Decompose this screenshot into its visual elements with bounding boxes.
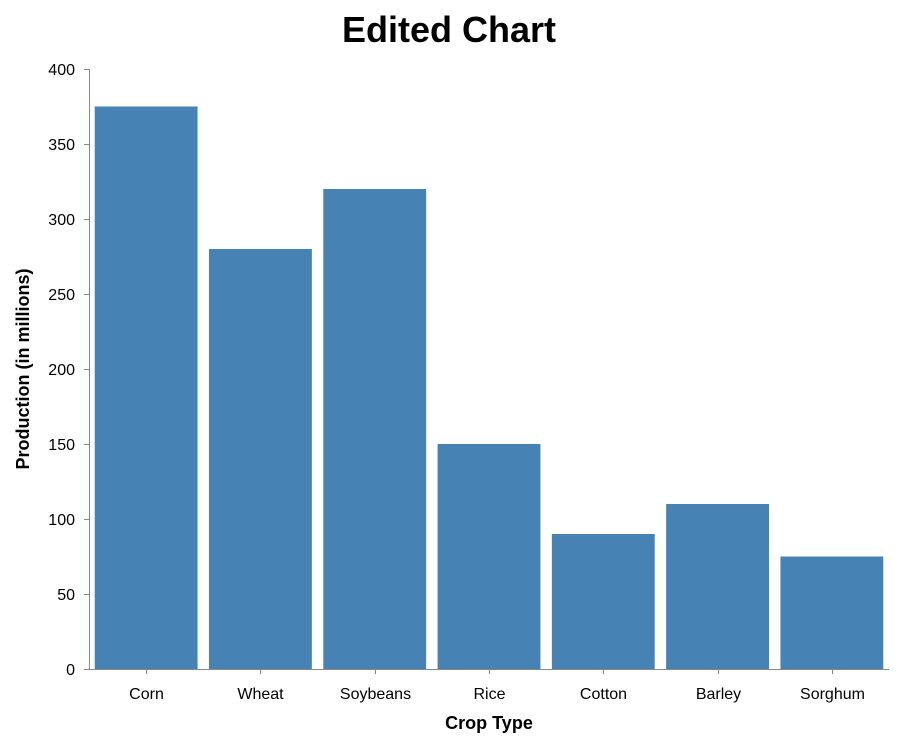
bar-sorghum	[780, 556, 884, 669]
bar-barley	[666, 504, 769, 669]
x-axis-title: Crop Type	[445, 713, 533, 733]
y-tick-label: 300	[48, 212, 75, 229]
x-axis: Corn Wheat Soybeans Rice Cotton Barley Sorghum	[89, 669, 889, 703]
chart-title: Edited Chart	[342, 9, 556, 50]
x-tick-label-soybeans: Soybeans	[340, 686, 411, 703]
y-tick-label: 350	[48, 137, 75, 154]
x-tick-label-wheat: Wheat	[237, 686, 284, 703]
x-tick-label-rice: Rice	[473, 686, 505, 703]
bar-corn	[94, 106, 198, 669]
y-tick-label: 100	[48, 512, 75, 529]
y-tick-label: 200	[48, 362, 75, 379]
bar-cotton	[551, 534, 655, 669]
bars-group	[94, 106, 884, 669]
x-tick-label-cotton: Cotton	[580, 686, 627, 703]
bar-soybeans	[323, 189, 427, 669]
y-tick-label: 250	[48, 287, 75, 304]
y-tick-label: 400	[48, 62, 75, 79]
x-tick-label-corn: Corn	[129, 686, 164, 703]
y-axis-title: Production (in millions)	[13, 269, 33, 470]
y-tick-label: 50	[57, 587, 75, 604]
x-tick-label-barley: Barley	[696, 686, 741, 703]
bar-rice	[437, 444, 541, 669]
y-axis: 0 50 100 150 200 250 300 350 400	[48, 62, 90, 679]
y-tick-label: 150	[48, 437, 75, 454]
x-tick-label-sorghum: Sorghum	[800, 686, 865, 703]
y-tick-label: 0	[66, 662, 75, 679]
bar-wheat	[209, 249, 312, 669]
